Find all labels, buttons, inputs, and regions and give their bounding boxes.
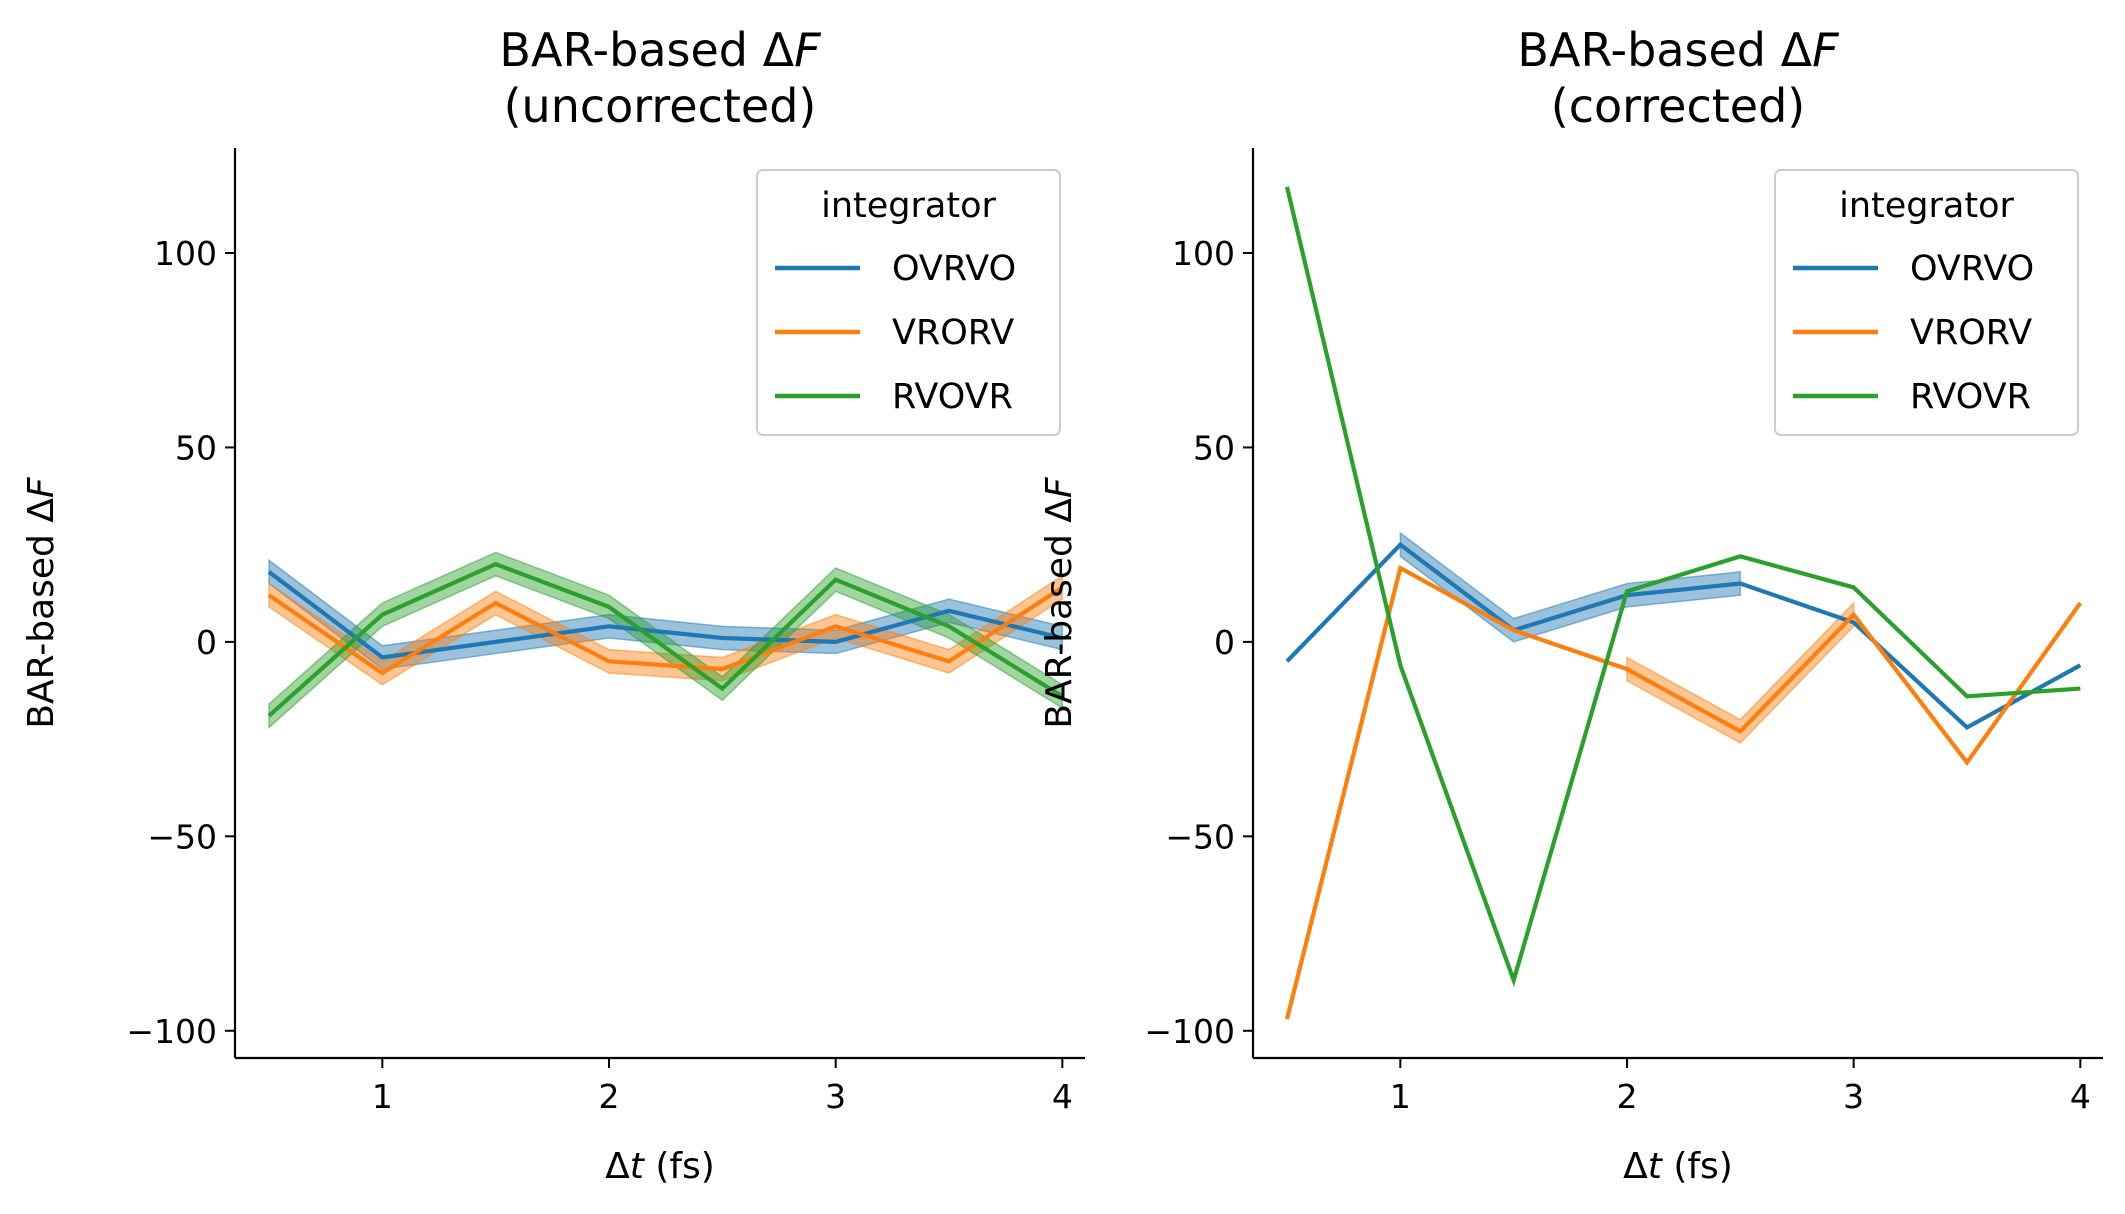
chart-subtitle: (uncorrected) [504, 79, 817, 133]
y-axis-label: BAR-based ΔF [21, 476, 62, 729]
y-axis-label: BAR-based ΔF [1039, 476, 1080, 729]
y-tick-label: 50 [1193, 428, 1235, 467]
series-line-rvovr [267, 561, 1064, 718]
chart-title: BAR-based ΔF [499, 23, 821, 77]
y-tick-label: 0 [1214, 623, 1235, 662]
y-tick-label: 0 [196, 623, 217, 662]
y-tick-label: −50 [147, 817, 217, 856]
x-tick-label: 2 [599, 1077, 620, 1116]
y-tick-label: −100 [1144, 1012, 1235, 1051]
series-line-vrorv [267, 585, 1064, 676]
legend-box [756, 169, 1061, 436]
x-axis-label: Δt (fs) [605, 1146, 715, 1187]
legend-label-vrorv: VRORV [1910, 313, 2032, 353]
legend: integrator OVRVO VRORV RVOVR [756, 169, 1061, 436]
x-tick-label: 4 [1052, 1077, 1073, 1116]
y-tick-label: −50 [1165, 817, 1235, 856]
confidence-band-ovrvo [268, 558, 1064, 670]
legend-title: integrator [1839, 186, 2014, 226]
series-line-ovrvo [1285, 541, 2082, 731]
series-line-rvovr [1284, 186, 2081, 988]
series-line-ovrvo [267, 570, 1063, 660]
legend-label-rvovr: RVOVR [892, 377, 1013, 417]
x-tick-label: 3 [825, 1077, 846, 1116]
confidence-band-rvovr [268, 551, 1064, 730]
y-tick-label: 50 [175, 428, 217, 467]
series-line-vrorv [1284, 564, 2083, 1020]
x-tick-label: 3 [1843, 1077, 1864, 1116]
legend-box [1774, 169, 2079, 436]
y-tick-label: −100 [126, 1012, 217, 1051]
x-tick-label: 4 [2070, 1077, 2091, 1116]
chart-title: BAR-based ΔF [1517, 23, 1839, 77]
chart-subtitle: (corrected) [1551, 79, 1805, 133]
legend-label-ovrvo: OVRVO [892, 249, 1016, 289]
legend-label-vrorv: VRORV [892, 313, 1014, 353]
y-tick-label: 100 [154, 234, 217, 273]
legend-label-ovrvo: OVRVO [1910, 249, 2034, 289]
legend: integrator OVRVO VRORV RVOVR [1774, 169, 2079, 436]
legend-label-rvovr: RVOVR [1910, 377, 2031, 417]
x-tick-label: 1 [372, 1077, 393, 1116]
x-tick-label: 1 [1390, 1077, 1411, 1116]
y-tick-label: 100 [1172, 234, 1235, 273]
legend-title: integrator [821, 186, 996, 226]
x-axis-label: Δt (fs) [1623, 1146, 1733, 1187]
x-tick-label: 2 [1617, 1077, 1638, 1116]
confidence-band-vrorv [1626, 601, 1855, 744]
